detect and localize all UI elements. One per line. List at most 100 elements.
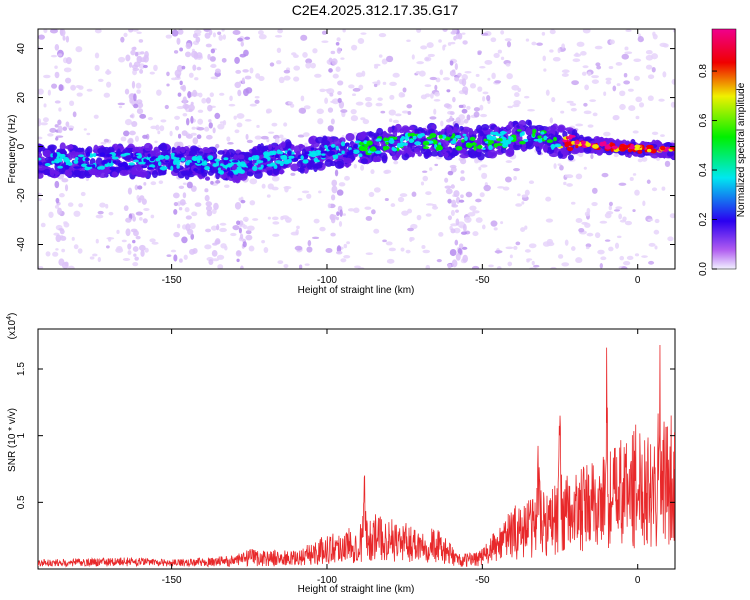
- spectrogram-cell: [128, 162, 135, 166]
- spectrogram-cell: [263, 154, 268, 158]
- spectrogram-cell: [38, 136, 43, 140]
- spectrogram-cell: [447, 170, 454, 176]
- spectrogram-cell: [514, 92, 520, 98]
- spectrogram-cell: [560, 110, 565, 114]
- spectrogram-cell: [173, 209, 178, 215]
- spectrogram-cell: [57, 165, 63, 169]
- spectrogram-cell: [123, 130, 130, 137]
- spectrogram-cell: [382, 81, 387, 85]
- spectrogram-cell: [349, 149, 354, 154]
- spectrogram-cell: [55, 136, 59, 141]
- x-tick-label: -100: [317, 575, 337, 586]
- spectrogram-cell: [210, 48, 216, 54]
- spectrogram-cell: [236, 166, 242, 170]
- spectrogram-cell: [575, 123, 584, 127]
- spectrogram-cell: [528, 243, 537, 249]
- spectrogram-cell: [97, 256, 102, 263]
- spectrogram-cell: [584, 84, 589, 91]
- spectrogram-cell: [638, 102, 645, 108]
- spectrogram-cell: [425, 149, 432, 157]
- spectrogram-cell: [450, 140, 457, 145]
- spectrogram-cell: [362, 146, 368, 152]
- spectrogram-cell: [436, 258, 442, 263]
- spectrogram-cell: [45, 251, 51, 257]
- spectrogram-cell: [331, 185, 338, 194]
- snr-frame: [37, 328, 676, 570]
- spectrogram-cell: [130, 49, 136, 56]
- spectrogram-cell: [176, 106, 185, 110]
- spectrogram-cell: [373, 228, 380, 234]
- spectrogram-cell: [425, 191, 432, 196]
- spectrogram-cell: [482, 147, 486, 151]
- spectrogram-cell: [191, 211, 198, 217]
- spectrogram-cell: [464, 136, 468, 141]
- spectrogram-cell: [38, 34, 45, 40]
- spectrogram-cell: [483, 184, 491, 192]
- spectrogram-cell: [272, 166, 280, 176]
- spectrogram-cell: [583, 166, 587, 170]
- spectrogram-cell: [409, 237, 413, 242]
- spectrogram-cell: [505, 160, 513, 164]
- spectrogram-cell: [422, 249, 431, 254]
- spectrogram-cell: [420, 181, 425, 186]
- spectrogram-cell: [609, 39, 615, 45]
- spectrogram-cell: [584, 211, 590, 217]
- spectrogram-cell: [221, 29, 225, 32]
- spectrogram-cell: [222, 34, 227, 40]
- spectrogram-cell: [505, 62, 511, 67]
- spectrogram-cell: [331, 58, 338, 66]
- spectrogram-cell: [334, 160, 344, 169]
- spectrogram-cell: [454, 63, 458, 71]
- spectrogram-cell: [633, 58, 642, 63]
- spectrogram-cell: [599, 263, 603, 269]
- spectrogram-cell: [178, 185, 185, 189]
- spectrogram-cell: [422, 170, 428, 173]
- spectrogram-cell: [198, 92, 203, 98]
- spectrogram-cell: [524, 95, 530, 99]
- spectrogram-cell: [496, 265, 502, 269]
- spectrogram-cell: [188, 248, 196, 255]
- spectrogram-cell: [388, 138, 395, 144]
- spectrogram-cell: [54, 65, 58, 69]
- spectrogram-cell: [189, 222, 196, 230]
- spectrogram-cell: [618, 213, 623, 220]
- spectrogram-cell: [136, 89, 141, 94]
- spectrogram-cell: [595, 62, 601, 67]
- spectrogram-cell: [382, 239, 387, 243]
- spectrogram-cell: [174, 115, 181, 120]
- spectrogram-cell: [77, 248, 83, 254]
- spectrogram-cell: [107, 236, 112, 242]
- spectrogram-cell: [76, 92, 83, 97]
- spectrogram-cell: [388, 109, 397, 116]
- spectrogram-cell: [583, 102, 588, 107]
- spectrogram-cell: [121, 239, 127, 243]
- spectrogram-cell: [208, 122, 213, 129]
- spectrogram-cell: [232, 224, 240, 231]
- spectrogram-cell: [461, 139, 465, 143]
- spectrogram-cell: [209, 92, 214, 98]
- spectrogram-cell: [550, 144, 556, 149]
- x-tick-label: -100: [317, 275, 337, 286]
- spectrogram-cell: [266, 194, 271, 198]
- spectrogram-cell: [318, 190, 322, 194]
- spectrogram-cell: [297, 134, 305, 138]
- spectrogram-cell: [338, 182, 346, 187]
- spectrogram-cell: [330, 232, 336, 237]
- spectrogram-cell: [444, 185, 452, 189]
- spectrogram-cell: [367, 150, 372, 154]
- spectrogram-cell: [340, 57, 345, 60]
- bottom-y-axis-label: SNR (10 * v/v): [7, 408, 18, 472]
- spectrogram-cell: [235, 69, 242, 74]
- spectrogram-cell: [294, 245, 303, 251]
- spectrogram-cell: [217, 150, 225, 155]
- spectrogram-cell: [575, 144, 579, 149]
- spectrogram-cell: [196, 66, 202, 71]
- spectrogram-cell: [242, 241, 247, 248]
- spectrogram-cell: [210, 64, 217, 68]
- spectrogram-cell: [591, 187, 598, 194]
- spectrogram-cell: [549, 29, 556, 35]
- spectrogram-cell: [502, 142, 509, 148]
- spectrogram-cell: [652, 33, 658, 40]
- spectrogram-cell: [86, 132, 91, 136]
- spectrogram-cell: [139, 113, 147, 119]
